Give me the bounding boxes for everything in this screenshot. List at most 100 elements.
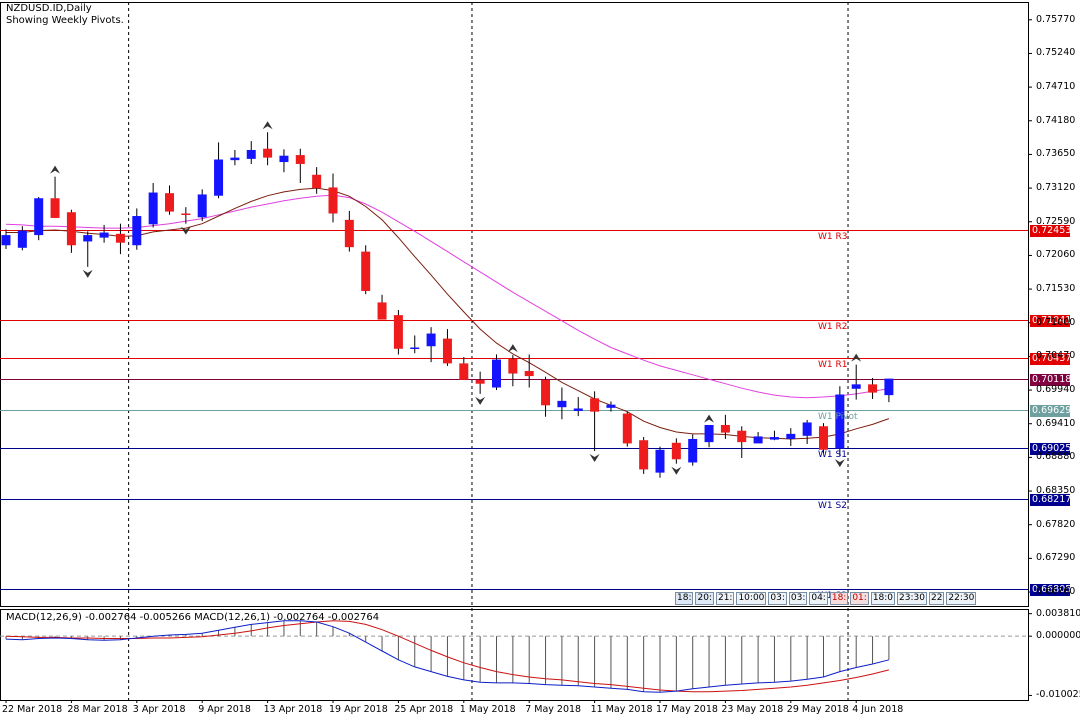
symbol-title: NZDUSD.ID,Daily [6, 3, 92, 14]
candle-body [328, 187, 338, 214]
fractal-down-marker [82, 269, 93, 278]
candle-body [279, 155, 289, 163]
candle-body [835, 394, 845, 449]
price-axis-label: 0.72060 [1036, 249, 1076, 261]
candle-body [606, 404, 616, 408]
candle-body [132, 216, 142, 246]
candle-body [393, 315, 403, 349]
date-axis-label: 3 Apr 2018 [132, 704, 186, 715]
pivot-label: W1 R1 [818, 359, 848, 370]
price-axis-label: 0.68350 [1036, 485, 1076, 497]
date-axis-label: 28 Mar 2018 [67, 704, 128, 715]
candle-body [639, 440, 649, 470]
pivot-price-tag: 0.72453 [1030, 224, 1072, 237]
session-box: 18: [829, 592, 849, 605]
session-box: 04: [809, 592, 828, 605]
candle-body [377, 302, 387, 320]
candle-body [312, 174, 322, 189]
price-axis-label: 0.72590 [1036, 215, 1076, 227]
candle-body [786, 433, 796, 439]
date-axis-label: 11 May 2018 [590, 704, 653, 715]
candle-body [165, 193, 174, 212]
fractal-up-marker [50, 165, 61, 174]
session-box: 22:30 [946, 592, 977, 605]
fractal-up-marker [851, 353, 862, 362]
candle-body [263, 148, 273, 158]
current-price-tag: 0.70118 [1030, 373, 1072, 386]
candle-body [410, 347, 420, 350]
candle-body [181, 213, 191, 215]
pivot-label: W1 R2 [818, 321, 848, 332]
macd-axis-label: -0.010025 [1036, 689, 1080, 701]
candle-body [17, 230, 27, 248]
price-axis-label: 0.73650 [1036, 148, 1076, 160]
price-axis-label: 0.74180 [1036, 114, 1076, 126]
price-axis-label: 0.67290 [1036, 552, 1076, 564]
candle-body [802, 422, 812, 436]
session-box: 18: [675, 592, 694, 605]
price-axis-label: 0.71530 [1036, 283, 1076, 295]
fractal-down-marker [180, 226, 191, 235]
price-axis-label: 0.68880 [1036, 451, 1076, 463]
pivot-label: W1 Pivot [818, 411, 858, 422]
candle-body [737, 430, 747, 443]
date-axis-label: 25 Apr 2018 [394, 704, 454, 715]
candle-body [704, 424, 714, 443]
pivot-price-tag: 0.66805 [1030, 583, 1072, 596]
candle-body [524, 371, 534, 377]
candle-body [508, 358, 518, 374]
macd-main-line [5, 620, 890, 693]
candle-body [655, 449, 665, 473]
price-axis-label: 0.75770 [1036, 13, 1076, 25]
candle-body [83, 235, 93, 242]
session-box: 10:00 [736, 592, 767, 605]
session-box: 21: [715, 592, 735, 605]
candle-body [720, 424, 730, 433]
pivot-price-tag: 0.70437 [1030, 352, 1072, 365]
fractal-up-marker [262, 121, 273, 130]
candle-body [344, 219, 354, 248]
fractal-down-marker [475, 396, 486, 405]
price-axis-label: 0.74710 [1036, 81, 1076, 93]
pivot-price-tag: 0.69025 [1030, 442, 1072, 455]
price-pane-frame [0, 2, 1029, 607]
candle-body [868, 384, 878, 393]
candle-body [442, 338, 452, 364]
price-axis-label: 0.71000 [1036, 316, 1076, 328]
candle-body [819, 426, 828, 450]
candle-body [361, 251, 371, 291]
fractal-down-marker [671, 466, 682, 475]
candle-body [99, 232, 109, 238]
indicator-subtitle: Showing Weekly Pivots. [6, 15, 124, 26]
candle-body [622, 413, 632, 444]
fractal-down-marker [834, 459, 845, 468]
session-box: 03: [768, 592, 787, 605]
candle-body [1, 235, 11, 246]
candle-body [230, 157, 240, 161]
date-axis-label: 23 May 2018 [721, 704, 784, 715]
candle-body [50, 198, 60, 218]
price-axis-label: 0.69940 [1036, 384, 1076, 396]
candle-body [671, 442, 681, 460]
candle-body [475, 379, 485, 384]
candle-body [884, 378, 894, 396]
date-axis-label: 19 Apr 2018 [329, 704, 388, 715]
date-axis-label: 4 Jun 2018 [852, 704, 904, 715]
macd-pane-frame [0, 609, 1029, 701]
price-axis-label: 0.70470 [1036, 350, 1076, 362]
candle-body [557, 400, 567, 408]
candle-body [769, 437, 779, 440]
date-axis-label: 7 May 2018 [525, 704, 582, 715]
pivot-label: W1 S2 [818, 500, 847, 511]
macd-signal-line [5, 620, 890, 693]
date-axis-label: 22 Mar 2018 [2, 704, 63, 715]
fractal-up-marker [704, 414, 715, 423]
pivot-price-tag: 0.68217 [1030, 493, 1072, 506]
candle-body [115, 233, 125, 243]
session-box: 23:30 [897, 592, 927, 605]
price-axis-label: 0.67820 [1036, 518, 1076, 530]
session-box: 03: [788, 592, 808, 605]
candle-body [753, 436, 763, 444]
pivot-label: W1 S1 [818, 449, 847, 460]
